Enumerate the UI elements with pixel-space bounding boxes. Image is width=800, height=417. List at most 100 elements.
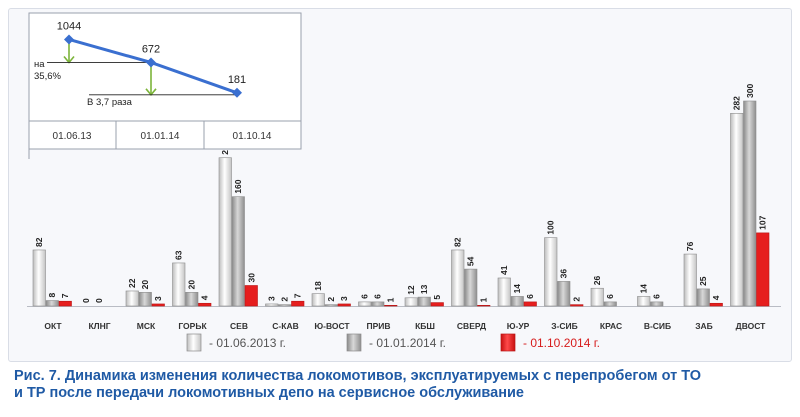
trend-point-1: [64, 34, 74, 45]
bar-ЗАБ-s3: [709, 302, 723, 307]
data-label-ПРИВ-s3: 1: [386, 297, 396, 302]
bar-ОКТ-s3: [58, 300, 72, 307]
data-label-ОКТ-s3: 7: [60, 293, 70, 298]
data-label-Ю-УР-s3: 6: [525, 294, 535, 299]
bar-Ю-УР-s3: [523, 301, 537, 307]
bar-В-СИБ-s1: [637, 296, 651, 307]
data-label-КРАС-s1: 26: [592, 276, 602, 286]
bar-ДВОСТ-s2: [743, 100, 757, 307]
legend-label-1: - 01.06.2013 г.: [209, 336, 286, 350]
data-label-ПРИВ-s2: 6: [373, 294, 383, 299]
trend-value-3: 181: [228, 74, 246, 86]
trend-point-2: [146, 57, 156, 68]
data-label-МСК-s1: 22: [127, 278, 137, 288]
data-label-ЗАБ-s3: 4: [711, 295, 721, 300]
bar-ПРИВ-s2: [371, 301, 385, 307]
bar-Ю-ВОСТ-s1: [311, 293, 325, 307]
data-label-ГОРЬК-s1: 63: [174, 250, 184, 260]
data-label-С-КАВ-s1: 3: [267, 296, 277, 301]
bar-МСК-s1: [125, 290, 139, 307]
category-label-СВЕРД: СВЕРД: [457, 321, 486, 331]
bar-Ю-ВОСТ-s3: [337, 303, 351, 307]
legend-label-2: - 01.01.2014 г.: [369, 336, 446, 350]
bar-ПРИВ-s1: [358, 301, 372, 307]
data-label-ЗАБ-s2: 25: [698, 276, 708, 286]
data-label-КБШ-s3: 5: [432, 295, 442, 300]
bar-КРАС-s2: [603, 301, 617, 307]
bar-ГОРЬК-s2: [185, 292, 199, 307]
data-label-ОКТ-s2: 8: [47, 293, 57, 298]
data-label-Ю-УР-s1: 41: [499, 265, 509, 275]
data-label-СЕВ-s3: 30: [246, 273, 256, 283]
bar-С-КАВ-s1: [265, 303, 279, 307]
data-label-С-КАВ-s3: 7: [293, 293, 303, 298]
bar-СЕВ-s1: [218, 157, 232, 307]
bar-ЗАБ-s1: [683, 253, 697, 307]
data-label-Ю-ВОСТ-s1: 18: [313, 281, 323, 291]
annotation-percent: на 35,6%: [34, 59, 61, 82]
data-label-В-СИБ-s1: 14: [639, 284, 649, 294]
bar-Ю-УР-s2: [510, 296, 524, 307]
bar-ПРИВ-s3: [384, 305, 398, 307]
data-label-В-СИБ-s2: 6: [652, 294, 662, 299]
category-label-МСК: МСК: [137, 321, 156, 331]
category-label-Ю-ВОСТ: Ю-ВОСТ: [314, 321, 350, 331]
data-label-ПРИВ-s1: 6: [360, 294, 370, 299]
data-label-КБШ-s2: 13: [419, 284, 429, 294]
bar-КРАС-s1: [590, 287, 604, 307]
bar-СЕВ-s3: [244, 285, 258, 307]
bar-СВЕРД-s1: [451, 249, 465, 307]
bar-СВЕРД-s3: [477, 305, 491, 307]
category-label-ЗАБ: ЗАБ: [695, 321, 713, 331]
bar-СЕВ-s2: [231, 196, 245, 307]
bar-КБШ-s3: [430, 302, 444, 307]
inset-frame: [28, 12, 302, 150]
category-label-КЛНГ: КЛНГ: [88, 321, 110, 331]
data-label-КБШ-s1: 12: [406, 285, 416, 295]
legend-label-3: - 01.10.2014 г.: [523, 336, 600, 350]
data-label-КРАС-s2: 6: [605, 294, 615, 299]
category-label-ОКТ: ОКТ: [44, 321, 62, 331]
data-label-З-СИБ-s2: 36: [559, 269, 569, 279]
bar-В-СИБ-s2: [650, 301, 664, 307]
data-label-ДВОСТ-s2: 300: [745, 84, 755, 98]
data-label-З-СИБ-s1: 100: [546, 220, 556, 234]
trend-value-1: 1044: [57, 20, 81, 32]
data-label-ДВОСТ-s1: 282: [732, 96, 742, 110]
category-label-ПРИВ: ПРИВ: [366, 321, 390, 331]
data-label-КЛНГ-s1: 0: [81, 298, 91, 303]
bar-З-СИБ-s3: [570, 304, 584, 307]
category-label-Ю-УР: Ю-УР: [507, 321, 530, 331]
bar-ОКТ-s2: [45, 300, 59, 307]
bar-Ю-УР-s1: [497, 277, 511, 307]
bar-КБШ-s1: [404, 297, 418, 307]
bar-З-СИБ-s2: [557, 281, 571, 307]
category-label-КБШ: КБШ: [415, 321, 435, 331]
category-label-ГОРЬК: ГОРЬК: [178, 321, 207, 331]
data-label-Ю-ВОСТ-s2: 2: [326, 297, 336, 302]
legend-swatch-2: [346, 333, 362, 352]
bar-chart: 8287ОКТ00КЛНГ22203МСК63204ГОРЬК21716030С…: [27, 12, 781, 352]
caption-line-2: и ТР после передачи локомотивных депо на…: [14, 385, 524, 401]
category-label-С-КАВ: С-КАВ: [272, 321, 298, 331]
chart-panel: 8287ОКТ00КЛНГ22203МСК63204ГОРЬК21716030С…: [8, 8, 792, 362]
inset-date-2: 01.01.14: [141, 131, 180, 142]
trend-value-2: 672: [142, 43, 160, 55]
data-label-С-КАВ-s2: 2: [280, 297, 290, 302]
data-label-СВЕРД-s2: 54: [466, 256, 476, 266]
bar-С-КАВ-s2: [278, 304, 292, 307]
bar-ГОРЬК-s3: [198, 302, 212, 307]
bar-ОКТ-s1: [32, 249, 46, 307]
data-label-СЕВ-s2: 160: [233, 179, 243, 193]
bar-ЗАБ-s2: [696, 288, 710, 307]
caption-line-1: Рис. 7. Динамика изменения количества ло…: [14, 368, 702, 384]
inset-date-3: 01.10.14: [233, 131, 272, 142]
data-label-ДВОСТ-s3: 107: [758, 215, 768, 229]
trend-point-3: [232, 87, 242, 98]
bar-СВЕРД-s2: [464, 268, 478, 307]
data-label-ГОРЬК-s3: 4: [200, 295, 210, 300]
data-label-КЛНГ-s2: 0: [94, 298, 104, 303]
bar-КБШ-s2: [417, 296, 431, 307]
data-label-СВЕРД-s1: 82: [453, 237, 463, 247]
bar-Ю-ВОСТ-s2: [324, 304, 338, 307]
